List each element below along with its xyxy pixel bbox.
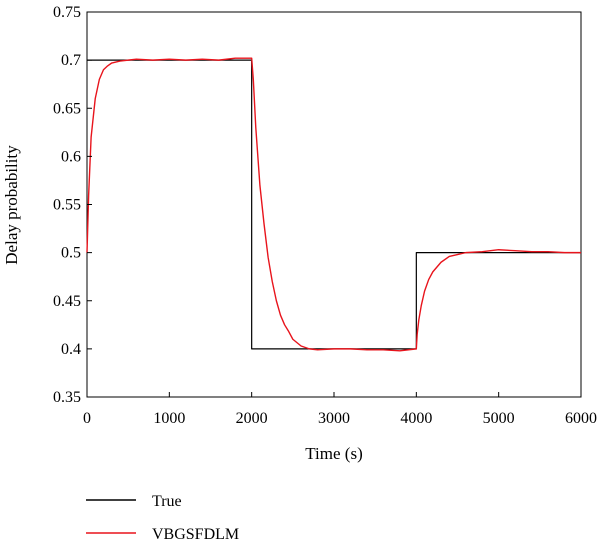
y-tick-label: 0.55 [53,197,81,214]
x-axis-ticks: 0 1000 2000 3000 4000 5000 6000 [83,392,597,427]
x-tick-label: 6000 [565,410,597,427]
y-tick-label: 0.35 [53,389,81,406]
y-tick-label: 0.4 [61,341,81,358]
x-tick-label: 3000 [318,410,350,427]
series-line-vbgsfdlm [86,57,581,352]
series-line-true [87,59,581,350]
y-tick-label: 0.7 [61,52,81,69]
series-layer [86,57,581,352]
y-tick-label: 0.65 [53,100,81,117]
x-tick-label: 1000 [153,410,185,427]
legend-label: VBGSFDLM [152,526,239,543]
legend: True VBGSFDLM [86,493,239,543]
y-axis-title: Delay probability [2,145,21,265]
y-tick-label: 0.45 [53,293,81,310]
x-tick-label: 0 [83,410,91,427]
legend-label: True [152,493,182,510]
y-tick-label: 0.6 [61,148,81,165]
x-tick-label: 2000 [236,410,268,427]
x-tick-label: 5000 [483,410,515,427]
y-tick-label: 0.75 [53,4,81,21]
plot-frame [86,11,582,398]
y-axis-ticks: 0.35 0.4 0.45 0.5 0.55 0.6 0.65 0.7 0.75 [53,4,92,406]
x-tick-label: 4000 [400,410,432,427]
y-tick-label: 0.5 [61,245,81,262]
x-axis-title: Time (s) [305,444,362,463]
